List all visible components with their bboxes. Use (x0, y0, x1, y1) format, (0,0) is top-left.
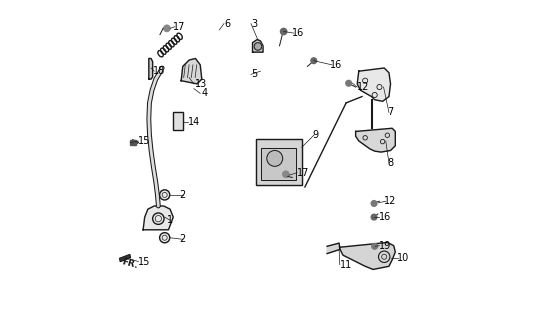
Circle shape (280, 28, 287, 35)
Circle shape (346, 80, 352, 86)
Text: 13: 13 (195, 79, 208, 89)
Text: 18: 18 (153, 66, 165, 76)
Text: 4: 4 (202, 88, 208, 98)
Text: 7: 7 (387, 108, 394, 117)
Text: 11: 11 (340, 260, 352, 270)
Bar (256, 140, 302, 185)
Text: 8: 8 (387, 158, 394, 168)
Polygon shape (327, 243, 340, 253)
Text: FR.: FR. (120, 258, 139, 270)
Text: 17: 17 (173, 22, 186, 32)
Bar (131, 140, 136, 145)
Circle shape (282, 171, 289, 178)
Text: 15: 15 (138, 136, 151, 146)
Text: 5: 5 (251, 69, 257, 79)
Text: 10: 10 (397, 253, 409, 263)
Text: 6: 6 (224, 19, 230, 28)
Text: 14: 14 (187, 117, 200, 127)
Text: 16: 16 (380, 212, 392, 222)
Text: 12: 12 (357, 82, 369, 92)
Bar (256, 140, 302, 185)
Text: 16: 16 (292, 28, 305, 38)
Circle shape (164, 25, 170, 32)
Polygon shape (253, 39, 263, 52)
Text: 12: 12 (384, 196, 396, 206)
Text: 2: 2 (180, 234, 186, 244)
Bar (261, 148, 296, 180)
Polygon shape (340, 243, 395, 269)
Text: 9: 9 (313, 130, 319, 140)
Bar (261, 148, 296, 180)
Circle shape (160, 233, 170, 243)
Polygon shape (181, 59, 202, 84)
Text: 1: 1 (167, 215, 173, 225)
Polygon shape (357, 68, 390, 101)
Text: 19: 19 (380, 241, 392, 251)
Text: 3: 3 (251, 19, 257, 28)
Circle shape (267, 150, 282, 166)
Polygon shape (149, 59, 153, 79)
Text: 2: 2 (180, 190, 186, 200)
Circle shape (160, 190, 170, 200)
Text: 16: 16 (330, 60, 342, 70)
Circle shape (254, 43, 262, 50)
Circle shape (372, 244, 377, 249)
Bar (173, 112, 183, 130)
Text: 15: 15 (138, 257, 151, 267)
Polygon shape (356, 128, 395, 152)
Bar (173, 112, 183, 130)
Polygon shape (120, 254, 131, 261)
Circle shape (371, 214, 377, 220)
Circle shape (371, 201, 377, 206)
Text: 17: 17 (297, 168, 309, 178)
Polygon shape (143, 206, 173, 230)
Circle shape (311, 58, 316, 64)
